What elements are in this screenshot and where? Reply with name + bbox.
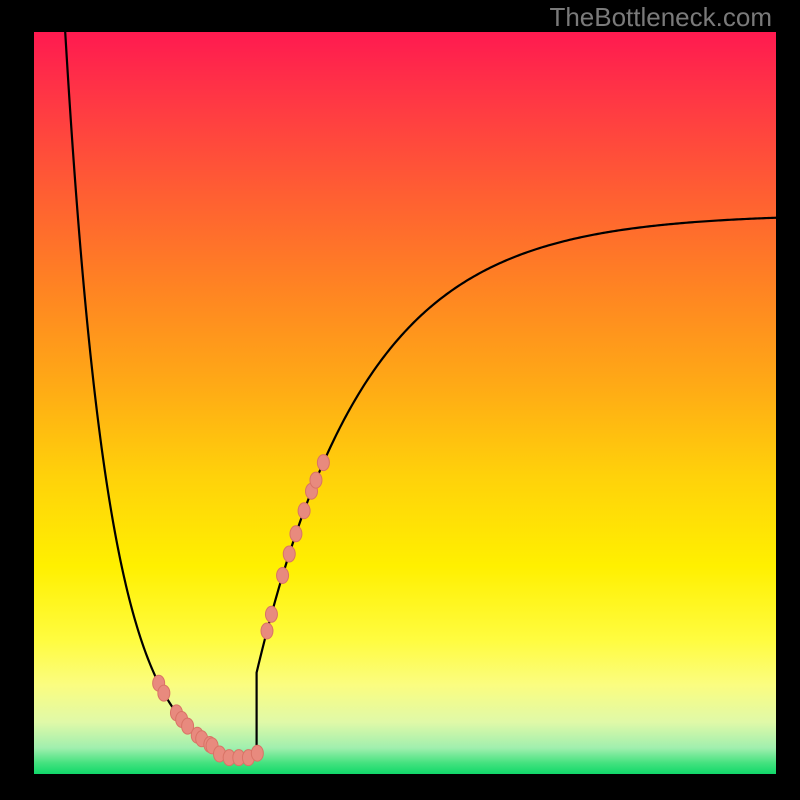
data-marker	[310, 472, 322, 488]
data-marker	[317, 455, 329, 471]
data-marker	[283, 546, 295, 562]
data-marker	[265, 606, 277, 622]
chart-frame: TheBottleneck.com	[0, 0, 800, 800]
data-marker	[277, 567, 289, 583]
data-marker	[298, 503, 310, 519]
watermark-text: TheBottleneck.com	[549, 2, 772, 33]
plot-area	[34, 32, 776, 774]
bottleneck-curve-chart	[34, 32, 776, 774]
data-marker	[158, 685, 170, 701]
data-marker	[290, 526, 302, 542]
data-marker	[261, 623, 273, 639]
gradient-background	[34, 32, 776, 774]
data-marker	[251, 745, 263, 761]
